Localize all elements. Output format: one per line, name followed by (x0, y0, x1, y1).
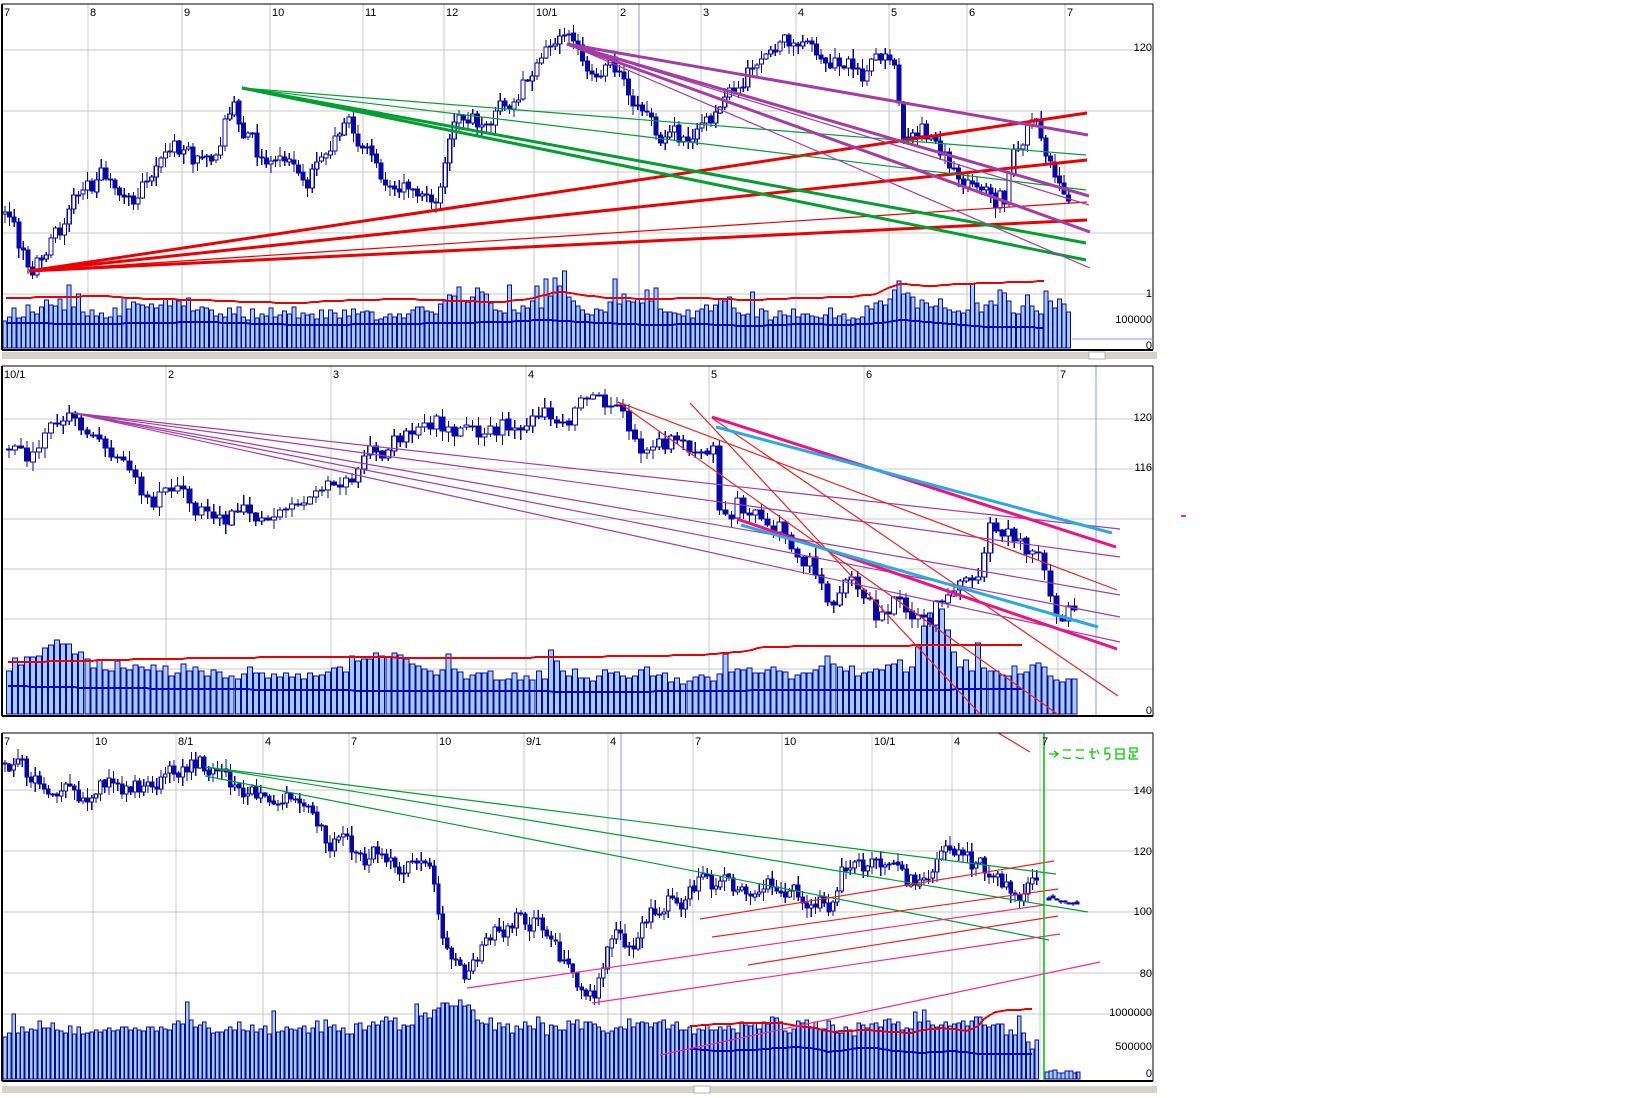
svg-text:80: 80 (1140, 968, 1152, 980)
svg-text:0: 0 (1146, 1068, 1152, 1080)
svg-text:3: 3 (333, 369, 339, 381)
svg-text:500000: 500000 (1115, 1041, 1152, 1053)
svg-text:1: 1 (1146, 288, 1152, 300)
svg-text:4: 4 (265, 736, 271, 748)
svg-text:9: 9 (184, 7, 190, 19)
svg-text:140: 140 (1134, 785, 1152, 797)
svg-text:100: 100 (1134, 906, 1152, 918)
svg-text:11: 11 (365, 7, 376, 19)
svg-text:7: 7 (695, 736, 701, 748)
svg-text:7: 7 (351, 736, 357, 748)
svg-text:10/1: 10/1 (536, 7, 557, 19)
svg-text:120: 120 (1134, 846, 1152, 858)
svg-text:8: 8 (90, 7, 96, 19)
svg-text:116: 116 (1134, 462, 1152, 474)
svg-text:7: 7 (1042, 736, 1048, 748)
svg-text:120: 120 (1134, 42, 1152, 54)
svg-text:5: 5 (891, 7, 897, 19)
svg-text:4: 4 (798, 7, 804, 19)
svg-text:2: 2 (620, 7, 626, 19)
svg-text:10: 10 (439, 736, 451, 748)
svg-text:10: 10 (272, 7, 284, 19)
svg-text:0: 0 (1146, 340, 1152, 352)
svg-text:2: 2 (168, 369, 174, 381)
svg-text:10: 10 (95, 736, 107, 748)
svg-text:3: 3 (703, 7, 709, 19)
svg-text:1000000: 1000000 (1109, 1007, 1152, 1019)
svg-text:7: 7 (1060, 369, 1066, 381)
svg-text:10/1: 10/1 (4, 369, 25, 381)
svg-text:9/1: 9/1 (526, 736, 541, 748)
svg-text:0: 0 (1146, 705, 1152, 717)
svg-text:10/1: 10/1 (874, 736, 895, 748)
svg-text:120: 120 (1134, 412, 1152, 424)
svg-text:5: 5 (711, 369, 717, 381)
svg-text:7: 7 (4, 7, 10, 19)
svg-text:100000: 100000 (1115, 314, 1152, 326)
svg-text:4: 4 (528, 369, 534, 381)
svg-text:10: 10 (784, 736, 796, 748)
svg-text:4: 4 (610, 736, 616, 748)
svg-text:4: 4 (954, 736, 960, 748)
svg-text:8/1: 8/1 (178, 736, 193, 748)
svg-text:6: 6 (866, 369, 872, 381)
svg-text:6: 6 (969, 7, 975, 19)
svg-text:7: 7 (4, 736, 10, 748)
svg-text:7: 7 (1067, 7, 1073, 19)
svg-text:12: 12 (446, 7, 458, 19)
